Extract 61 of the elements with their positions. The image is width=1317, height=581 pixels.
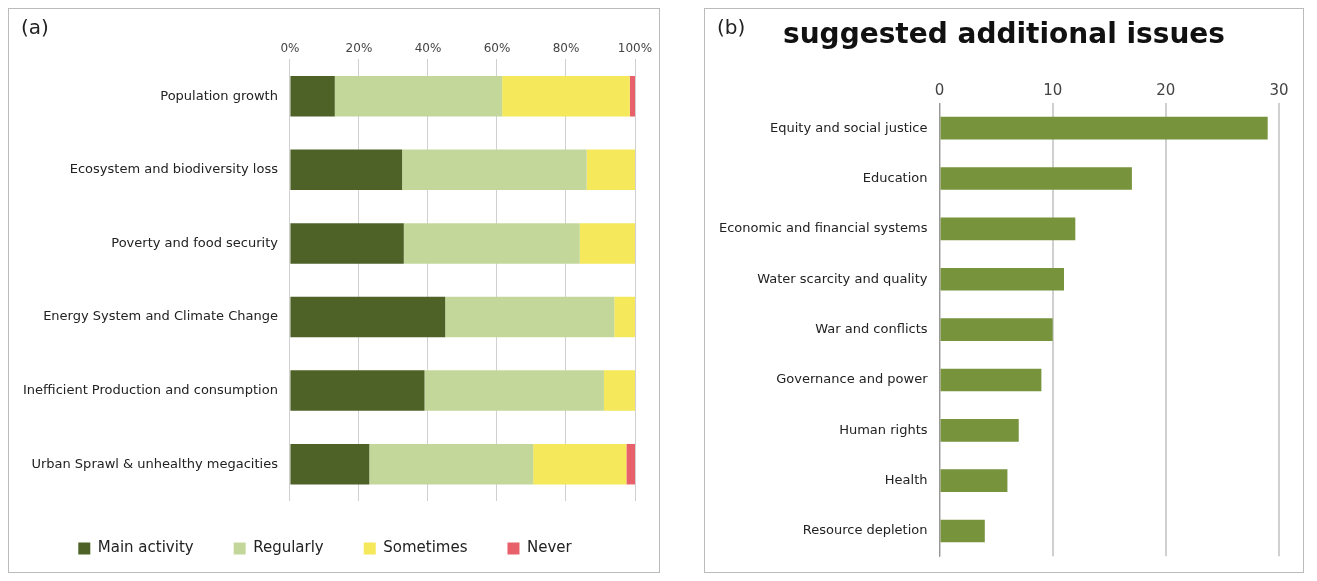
bar (940, 418, 1019, 442)
bar (940, 217, 1076, 241)
bar (940, 469, 1008, 492)
chart-title: suggested additional issues (783, 17, 1225, 50)
x-tick-label: 100% (617, 41, 653, 56)
x-tick-label: 10 (1043, 80, 1063, 99)
y-tick-label: Poverty and food security (111, 234, 279, 250)
bar (629, 75, 635, 117)
bar (290, 296, 446, 338)
bar (586, 149, 635, 191)
legend-label: Never (526, 538, 573, 557)
bar (290, 443, 370, 485)
x-tick-label: 0% (280, 41, 300, 56)
y-tick-label: Energy System and Climate Change (43, 308, 278, 324)
y-tick-label: War and conflicts (815, 320, 928, 336)
y-tick-label: Water scarcity and quality (757, 270, 928, 286)
x-tick-label: 60% (483, 41, 511, 56)
bar (579, 223, 635, 264)
y-tick-label: Human rights (839, 421, 928, 437)
y-tick-label: Ecosystem and biodiversity loss (69, 161, 279, 177)
legend-label: Main activity (97, 538, 194, 557)
bar (424, 370, 604, 411)
text: (b) (717, 15, 746, 39)
bar (533, 443, 627, 485)
bar (940, 116, 1268, 140)
bar (290, 370, 425, 411)
bar (369, 443, 534, 485)
bar (614, 296, 635, 338)
y-tick-label: Urban Sprawl & unhealthy megacities (31, 455, 279, 471)
bar (403, 223, 580, 264)
x-tick-label: 80% (552, 41, 580, 56)
bar (603, 370, 635, 411)
legend-label: Sometimes (383, 538, 468, 557)
bar (290, 149, 403, 191)
bar (290, 75, 335, 117)
bar (940, 267, 1064, 291)
y-tick-label: Governance and power (776, 371, 929, 387)
y-tick-label: Inefficient Production and consumption (23, 381, 278, 397)
y-tick-label: Resource depletion (802, 522, 928, 538)
x-tick-label: 30 (1269, 80, 1289, 99)
text: (a) (21, 15, 49, 39)
x-tick-label: 20% (345, 41, 373, 56)
y-tick-label: Equity and social justice (770, 119, 928, 135)
bar (445, 296, 615, 338)
y-tick-label: Education (862, 169, 928, 185)
x-tick-label: 0 (934, 80, 945, 99)
bar (290, 223, 404, 264)
bar (940, 519, 985, 543)
bar (402, 149, 587, 191)
x-tick-label: 20 (1156, 80, 1176, 99)
y-tick-label: Economic and financial systems (719, 220, 928, 236)
bar (940, 318, 1053, 341)
bar (502, 75, 630, 117)
x-tick-label: 40% (414, 41, 442, 56)
y-tick-label: Health (884, 472, 928, 488)
bar (940, 167, 1132, 190)
bar (334, 75, 503, 117)
y-tick-label: Population growth (160, 87, 278, 103)
bar (626, 443, 635, 485)
legend-label: Regularly (253, 538, 324, 557)
bar (940, 368, 1042, 392)
